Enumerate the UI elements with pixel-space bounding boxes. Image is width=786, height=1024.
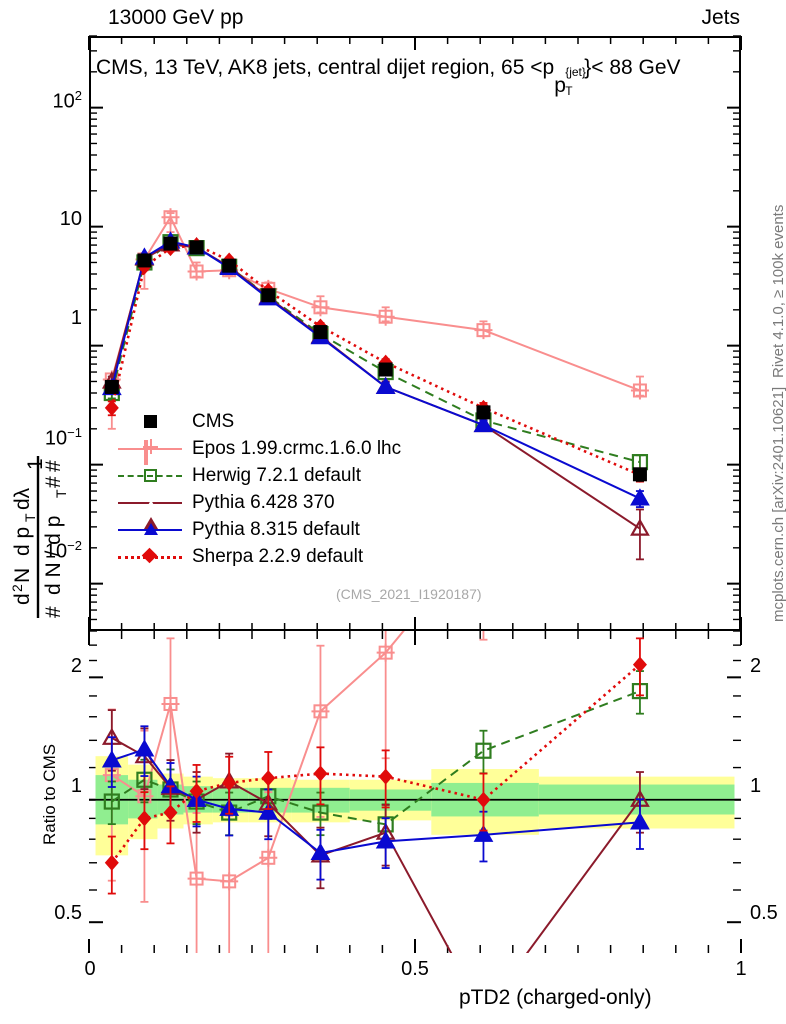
svg-text:#: # bbox=[42, 476, 65, 488]
legend-key-sherpa bbox=[118, 547, 182, 567]
svg-text:d N / d p: d N / d p bbox=[42, 516, 65, 595]
legend-key-pythia8 bbox=[118, 520, 182, 540]
plot-title-tail: }< 88 GeV bbox=[584, 56, 681, 79]
legend-label-sherpa: Sherpa 2.2.9 default bbox=[192, 545, 364, 567]
square-open-icon bbox=[144, 468, 157, 482]
svg-text:d p: d p bbox=[11, 527, 34, 556]
plot-title-superscript: {jet} bbox=[565, 65, 586, 79]
svg-text:T: T bbox=[22, 513, 38, 522]
triangle-filled-icon bbox=[144, 522, 158, 535]
legend-key-epos bbox=[118, 439, 182, 465]
svg-text:d: d bbox=[11, 593, 34, 605]
x-tick-label-0: 0 bbox=[84, 958, 96, 980]
svg-text:2: 2 bbox=[9, 584, 25, 592]
ratio-y-tick-label-1-right: 1 bbox=[750, 775, 762, 797]
main-y-axis-label: d 2 N d p T dλ # d N / d p T # 1 # bbox=[9, 456, 69, 618]
y-tick-label-1e2: 102 bbox=[52, 88, 82, 113]
plot-title-main: CMS, 13 TeV, AK8 jets, central dijet reg… bbox=[96, 56, 555, 79]
plot-title: CMS, 13 TeV, AK8 jets, central dijet reg… bbox=[96, 56, 681, 98]
legend-label-pythia8: Pythia 8.315 default bbox=[192, 518, 360, 540]
legend-label-cms: CMS bbox=[192, 410, 235, 432]
legend-item-sherpa[interactable]: Sherpa 2.2.9 default bbox=[118, 543, 401, 570]
legend: CMS Epos 1.99.crmc.1.6.0 lhc Herwig 7.2.… bbox=[118, 408, 401, 570]
legend-item-epos[interactable]: Epos 1.99.crmc.1.6.0 lhc bbox=[118, 435, 402, 465]
header-beam-label: 13000 GeV pp bbox=[108, 6, 244, 29]
plus-open-icon bbox=[144, 439, 148, 465]
legend-item-herwig[interactable]: Herwig 7.2.1 default bbox=[118, 462, 401, 489]
svg-text:#: # bbox=[42, 606, 65, 618]
ratio-y-tick-label-2: 2 bbox=[70, 655, 82, 677]
ratio-y-tick-label-05: 0.5 bbox=[54, 902, 82, 924]
legend-label-herwig: Herwig 7.2.1 default bbox=[192, 464, 361, 486]
svg-text:1: 1 bbox=[24, 458, 47, 470]
svg-text:T: T bbox=[53, 489, 69, 498]
analysis-id-watermark: (CMS_2021_I1920187) bbox=[336, 586, 482, 602]
ratio-y-tick-label-05-right: 0.5 bbox=[750, 902, 778, 924]
legend-item-pythia8[interactable]: Pythia 8.315 default bbox=[118, 516, 401, 543]
legend-item-cms[interactable]: CMS bbox=[118, 408, 401, 435]
y-tick-label-1em1: 10−1 bbox=[44, 425, 82, 450]
y-tick-label-1: 1 bbox=[70, 307, 82, 329]
legend-key-pythia6 bbox=[118, 493, 182, 529]
square-filled-icon bbox=[144, 414, 157, 428]
ratio-y-tick-label-2-right: 2 bbox=[750, 655, 762, 677]
y-tick-label-10: 10 bbox=[59, 208, 82, 230]
legend-key-cms bbox=[118, 412, 182, 432]
legend-label-pythia6: Pythia 6.428 370 bbox=[192, 491, 335, 513]
x-tick-label-1: 1 bbox=[735, 958, 747, 980]
y-tick-label-1em2: 10−2 bbox=[44, 538, 82, 563]
svg-text:#: # bbox=[42, 460, 65, 472]
header-category-label: Jets bbox=[701, 6, 740, 29]
legend-item-pythia6[interactable]: Pythia 6.428 370 bbox=[118, 489, 401, 529]
x-axis-label: pTD2 (charged-only) bbox=[459, 986, 652, 1009]
plot-title-subscript: T bbox=[565, 84, 573, 98]
dashed-line-icon bbox=[118, 474, 182, 477]
x-tick-label-05: 0.5 bbox=[401, 958, 429, 980]
legend-key-herwig bbox=[118, 466, 182, 486]
svg-text:N: N bbox=[11, 568, 34, 583]
svg-text:dλ: dλ bbox=[11, 487, 34, 510]
ratio-y-tick-label-1: 1 bbox=[70, 775, 82, 797]
diamond-filled-icon bbox=[141, 547, 158, 563]
legend-label-epos: Epos 1.99.crmc.1.6.0 lhc bbox=[192, 437, 402, 459]
